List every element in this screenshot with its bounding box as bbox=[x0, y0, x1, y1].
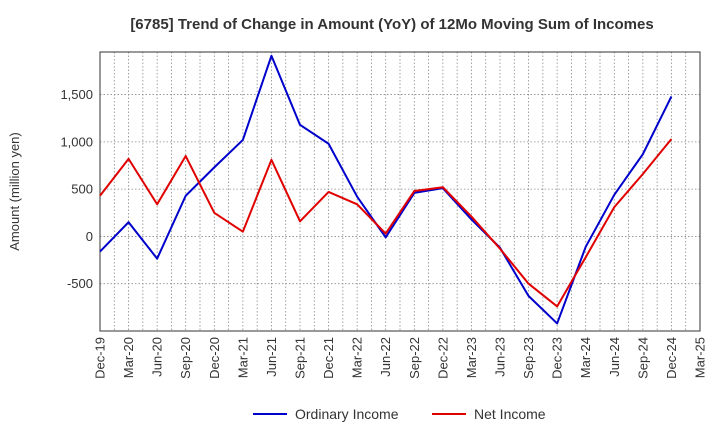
chart-title: [6785] Trend of Change in Amount (YoY) o… bbox=[130, 16, 653, 33]
x-tick-label: Dec-19 bbox=[93, 337, 108, 379]
x-tick-label: Dec-23 bbox=[550, 337, 565, 379]
x-tick-label: Dec-20 bbox=[207, 337, 222, 379]
legend-label: Net Income bbox=[474, 406, 546, 422]
x-tick-label: Dec-24 bbox=[664, 337, 679, 379]
x-tick-label: Dec-21 bbox=[321, 337, 336, 379]
x-tick-label: Jun-24 bbox=[607, 337, 622, 377]
plot-frame bbox=[99, 51, 701, 332]
y-axis-label: Amount (million yen) bbox=[7, 132, 22, 251]
y-tick-label: 500 bbox=[71, 182, 93, 197]
legend: Ordinary Income Net Income bbox=[253, 406, 546, 422]
x-tick-label: Jun-20 bbox=[150, 337, 165, 377]
x-tick-label: Mar-22 bbox=[350, 337, 365, 378]
x-tick-label: Sep-21 bbox=[293, 337, 308, 379]
x-tick-label: Jun-23 bbox=[493, 337, 508, 377]
x-tick-label: Jun-21 bbox=[264, 337, 279, 377]
x-tick-label: Sep-20 bbox=[178, 337, 193, 379]
x-tick-label: Sep-22 bbox=[407, 337, 422, 379]
series-line bbox=[99, 138, 673, 308]
x-tick-label: Mar-24 bbox=[578, 337, 593, 378]
series-lines bbox=[99, 54, 673, 325]
axes: -500 0 500 1,000 1,500 Dec-19 Mar-20 Jun-20 Sep-… bbox=[60, 51, 708, 379]
x-tick-label: Mar-25 bbox=[693, 337, 708, 378]
x-tick-label: Dec-22 bbox=[435, 337, 450, 379]
x-tick-label: Sep-24 bbox=[635, 337, 650, 379]
y-tick-label: 0 bbox=[86, 229, 93, 244]
legend-label: Ordinary Income bbox=[295, 406, 399, 422]
y-tick-label: 1,000 bbox=[60, 134, 93, 149]
x-tick-label: Jun-22 bbox=[378, 337, 393, 377]
x-tick-label: Sep-23 bbox=[521, 337, 536, 379]
x-tick-label: Mar-20 bbox=[121, 337, 136, 378]
x-tick-label: Mar-21 bbox=[235, 337, 250, 378]
y-tick-label: 1,500 bbox=[60, 87, 93, 102]
x-tick-label: Mar-23 bbox=[464, 337, 479, 378]
grid bbox=[99, 52, 701, 331]
y-tick-label: -500 bbox=[67, 276, 93, 291]
